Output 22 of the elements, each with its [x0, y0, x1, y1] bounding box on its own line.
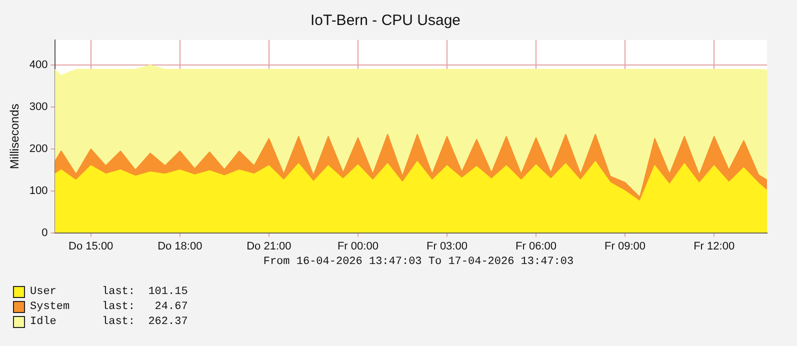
legend-label: System [30, 300, 71, 312]
x-tick-label: Fr 03:00 [426, 240, 468, 252]
legend-label: User [30, 286, 58, 298]
y-tick-label: 300 [29, 101, 48, 114]
text: last: 262.37 [102, 316, 188, 328]
text: last: 101.15 [102, 286, 188, 298]
x-tick-label: Fr 09:00 [604, 240, 646, 252]
y-tick-label: 200 [29, 143, 48, 156]
y-tick-label: 400 [29, 59, 48, 72]
x-tick-label: Fr 12:00 [694, 240, 735, 252]
text: last: 24.67 [102, 300, 188, 312]
y-tick-label: 100 [29, 184, 48, 197]
legend-label: Idle [30, 316, 58, 328]
x-tick-label: Fr 00:00 [337, 240, 378, 252]
x-tick-label: Fr 06:00 [516, 240, 556, 252]
y-axis-title: Milliseconds [8, 104, 22, 170]
x-tick-label: Do 15:00 [68, 240, 114, 252]
y-tick-label: 0 [42, 226, 48, 239]
chart-title: IoT-Bern - CPU Usage [310, 12, 461, 30]
x-tick-label: Do 18:00 [158, 240, 202, 252]
x-tick-label: Do 21:00 [246, 240, 292, 252]
text: From 16-04-2026 13:47:03 To 17-04-2026 13:47:03 [262, 256, 575, 268]
